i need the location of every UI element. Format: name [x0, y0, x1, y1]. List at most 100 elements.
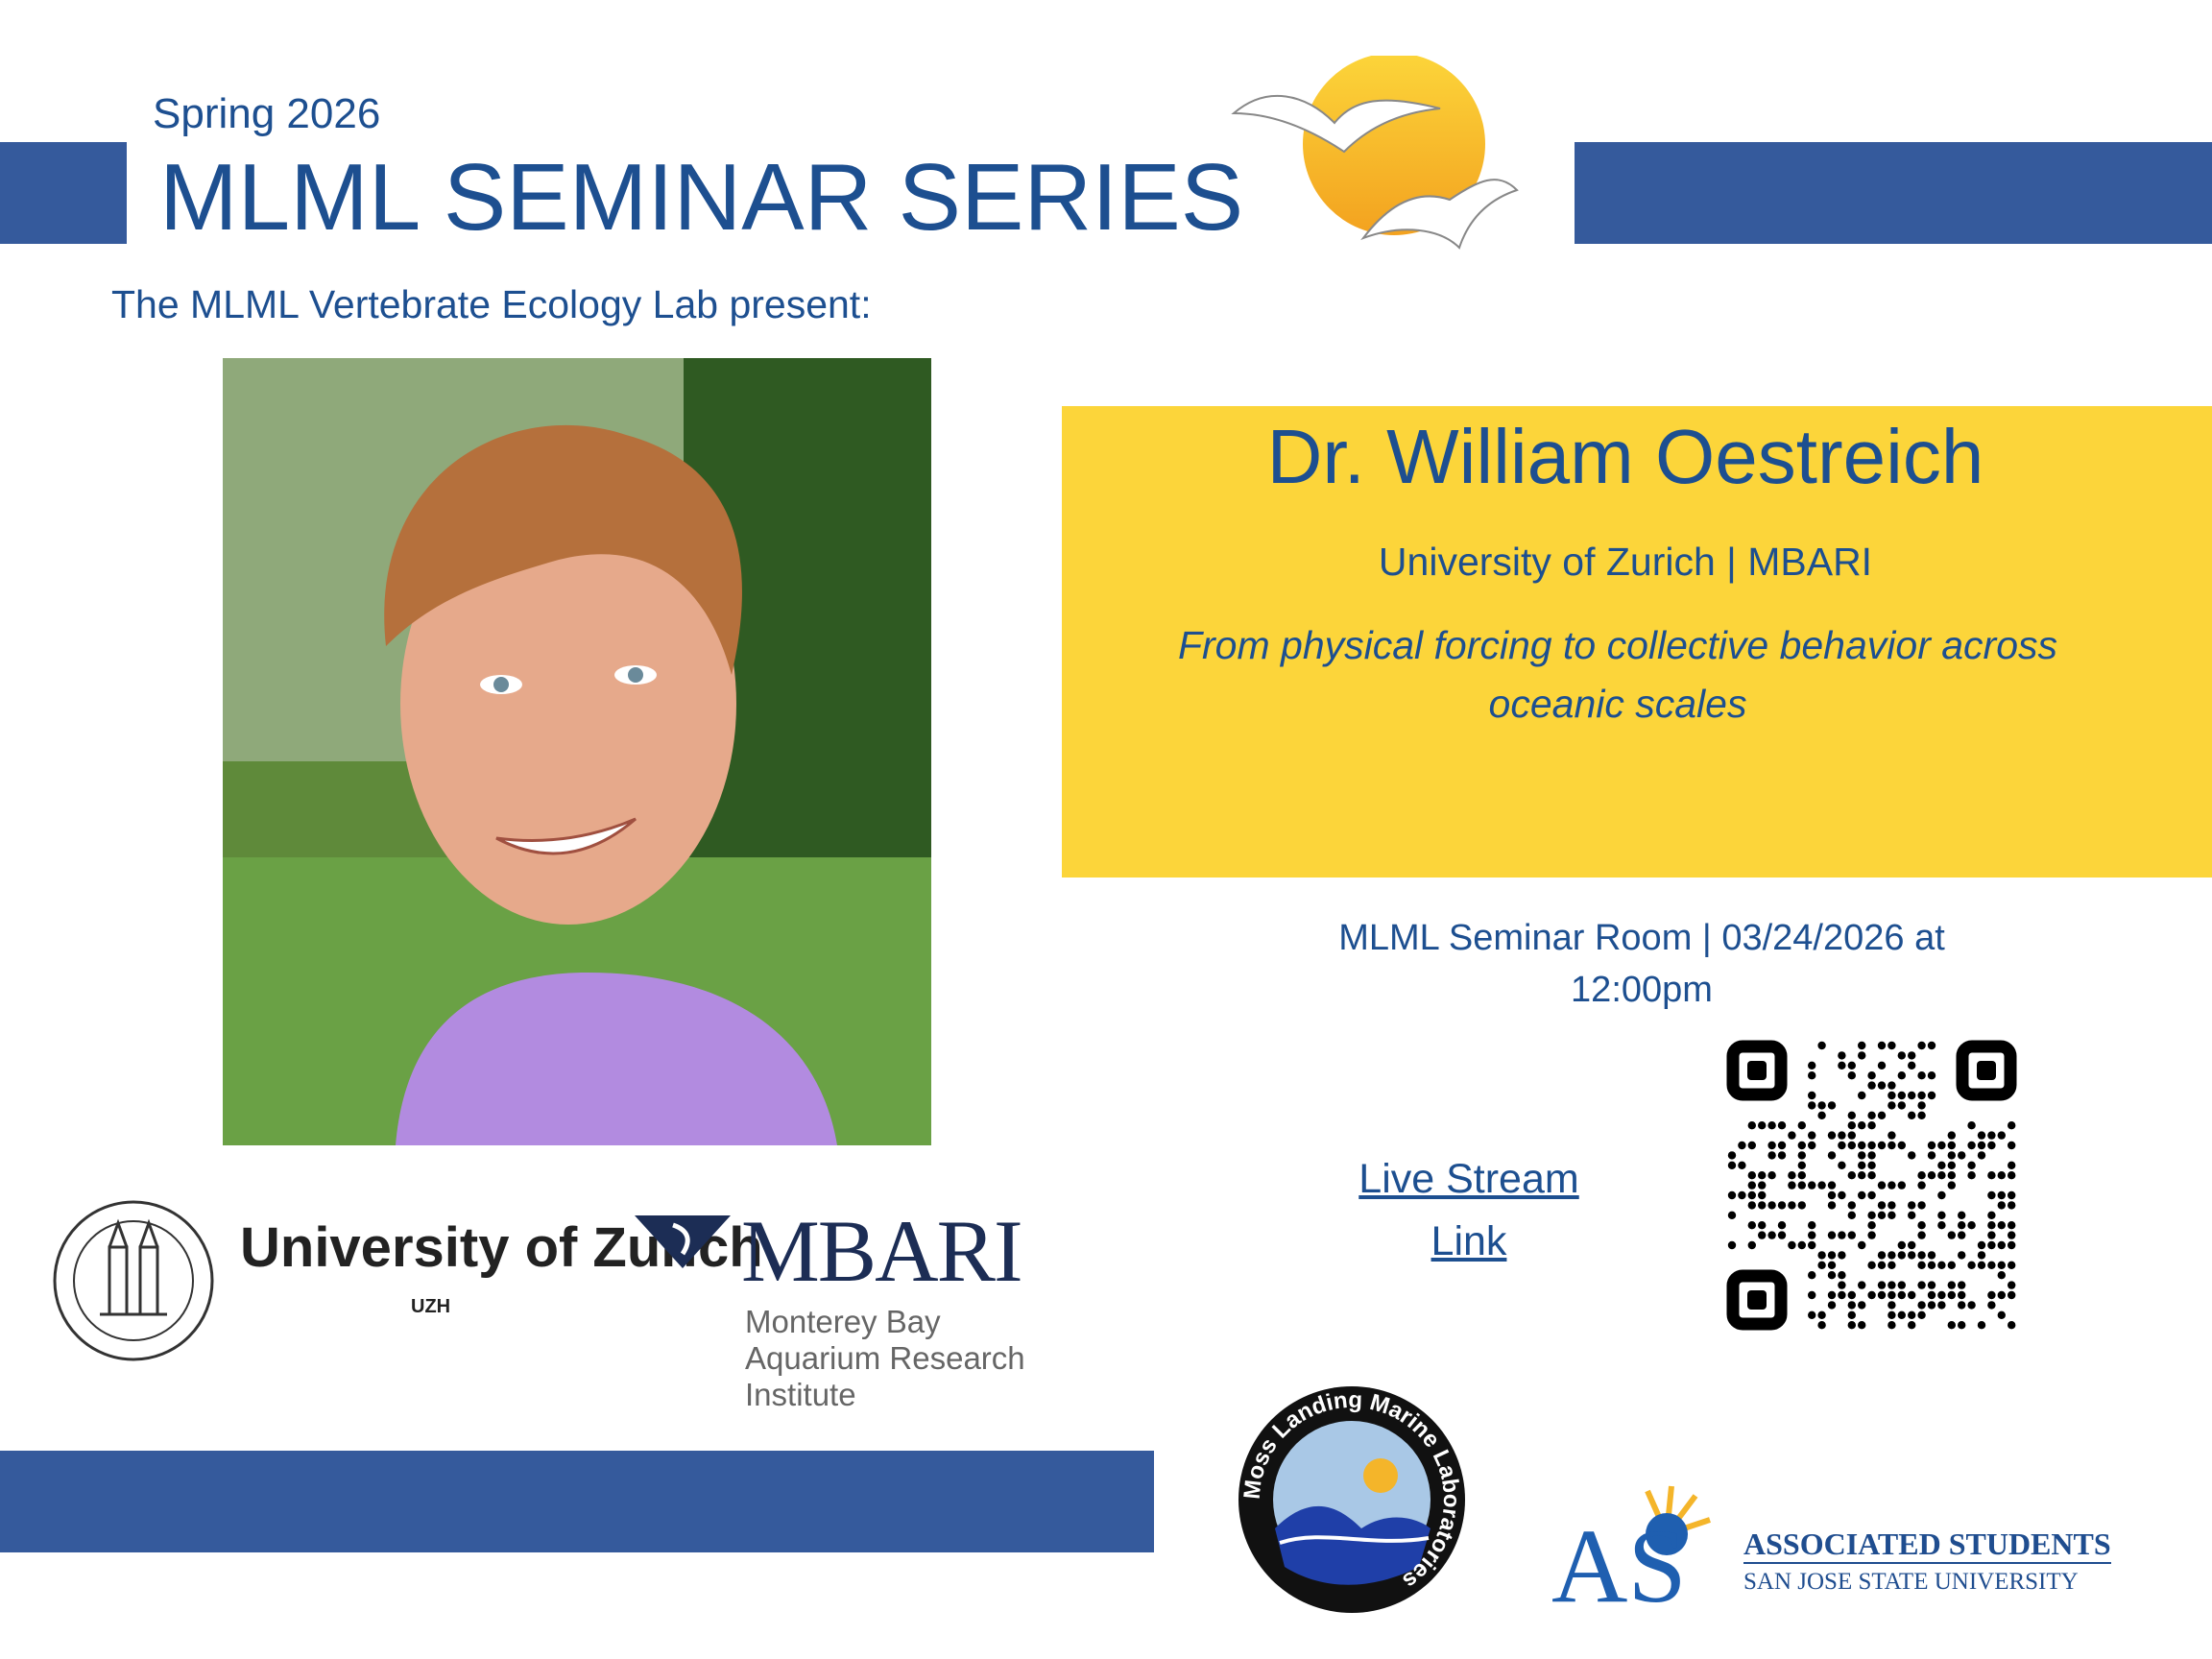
qr-module	[1817, 1321, 1826, 1330]
qr-module	[1758, 1190, 1767, 1200]
qr-module	[1908, 1321, 1916, 1330]
qr-module	[1917, 1221, 1926, 1230]
qr-module	[1847, 1310, 1856, 1319]
qr-module	[1927, 1141, 1936, 1150]
qr-module	[1958, 1231, 1966, 1239]
qr-module	[1877, 1141, 1887, 1150]
qr-module	[1927, 1261, 1936, 1269]
header-bar-left	[0, 142, 127, 244]
qr-module	[1827, 1261, 1837, 1269]
qr-module	[1958, 1290, 1966, 1300]
qr-module	[1887, 1321, 1896, 1330]
qr-module	[1727, 1151, 1737, 1160]
qr-module	[2008, 1290, 2016, 1300]
qr-module	[1797, 1161, 1806, 1169]
qr-module	[1758, 1221, 1767, 1230]
qr-module	[1887, 1281, 1896, 1289]
qr-module	[1847, 1141, 1856, 1150]
qr-module	[1838, 1231, 1846, 1239]
qr-module	[1917, 1181, 1926, 1190]
qr-module	[1927, 1301, 1936, 1310]
qr-module	[1747, 1201, 1756, 1210]
qr-module	[1958, 1211, 1966, 1219]
qr-module	[1867, 1190, 1876, 1200]
qr-module	[1808, 1310, 1816, 1319]
qr-module	[1977, 1141, 1986, 1150]
qr-module	[1838, 1251, 1846, 1260]
qr-module	[1877, 1261, 1887, 1269]
qr-module	[1747, 1141, 1756, 1150]
qr-module	[1967, 1221, 1976, 1230]
qr-module	[1827, 1251, 1837, 1260]
qr-module	[1927, 1151, 1936, 1160]
qr-module	[1977, 1251, 1986, 1260]
qr-module	[1797, 1171, 1806, 1180]
qr-module	[1897, 1101, 1906, 1110]
season: Spring 2026	[153, 90, 381, 137]
qr-module	[1967, 1141, 1976, 1150]
qr-module	[1838, 1131, 1846, 1140]
qr-module	[1877, 1111, 1887, 1119]
qr-module	[1977, 1321, 1986, 1330]
qr-module	[1947, 1141, 1956, 1150]
qr-module	[1797, 1201, 1806, 1210]
as-school: SAN JOSE STATE UNIVERSITY	[1743, 1569, 2079, 1595]
qr-module	[1897, 1091, 1906, 1100]
qr-module	[1877, 1211, 1887, 1219]
qr-module	[1887, 1301, 1896, 1310]
mbari-name: MBARI	[741, 1202, 1023, 1300]
qr-module	[1927, 1251, 1936, 1260]
qr-module	[1997, 1310, 2006, 1319]
qr-module	[1947, 1161, 1956, 1169]
qr-module	[1887, 1201, 1896, 1210]
qr-module	[1958, 1251, 1966, 1260]
qr-module	[1767, 1121, 1776, 1130]
qr-module	[1797, 1151, 1806, 1160]
qr-module	[1808, 1290, 1816, 1300]
qr-module	[1887, 1091, 1896, 1100]
speaker-name: Dr. William Oestreich	[1266, 414, 1984, 499]
qr-module	[1747, 1171, 1756, 1180]
qr-module	[1967, 1171, 1976, 1180]
qr-module	[2008, 1281, 2016, 1289]
qr-module	[1987, 1141, 1996, 1150]
qr-module	[1917, 1041, 1926, 1050]
qr-module	[1747, 1221, 1756, 1230]
qr-module	[1758, 1181, 1767, 1190]
qr-module	[1947, 1290, 1956, 1300]
qr-module	[1808, 1181, 1816, 1190]
qr-module	[1858, 1321, 1866, 1330]
qr-module	[1767, 1201, 1776, 1210]
qr-module	[1827, 1181, 1837, 1190]
qr-module	[1967, 1301, 1976, 1310]
qr-module	[1827, 1151, 1837, 1160]
qr-module	[1777, 1141, 1787, 1150]
qr-module	[1788, 1131, 1796, 1140]
qr-module	[1887, 1131, 1896, 1140]
qr-module	[1997, 1240, 2006, 1250]
qr-module	[1897, 1071, 1906, 1080]
header-bar-right	[1575, 142, 2212, 244]
qr-module	[1758, 1231, 1767, 1239]
qr-module	[1947, 1151, 1956, 1160]
live-stream-link[interactable]: Live Stream Link	[1358, 1156, 1579, 1264]
qr-code	[1726, 1040, 2017, 1331]
qr-module	[1927, 1281, 1936, 1289]
qr-module	[1777, 1201, 1787, 1210]
qr-module	[1747, 1190, 1756, 1200]
qr-module	[1858, 1171, 1866, 1180]
footer-bar	[0, 1451, 1154, 1552]
qr-module	[2008, 1190, 2016, 1200]
qr-module	[1838, 1051, 1846, 1060]
qr-module	[1838, 1271, 1846, 1280]
qr-module	[1917, 1071, 1926, 1080]
qr-module	[1827, 1290, 1837, 1300]
qr-module	[1917, 1251, 1926, 1260]
qr-module	[1838, 1141, 1846, 1150]
qr-module	[1937, 1141, 1946, 1150]
qr-module	[1847, 1171, 1856, 1180]
presenter-line: The MLML Vertebrate Ecology Lab present:	[111, 282, 872, 326]
qr-module	[1797, 1121, 1806, 1130]
qr-module	[1947, 1321, 1956, 1330]
qr-module	[1908, 1051, 1916, 1060]
